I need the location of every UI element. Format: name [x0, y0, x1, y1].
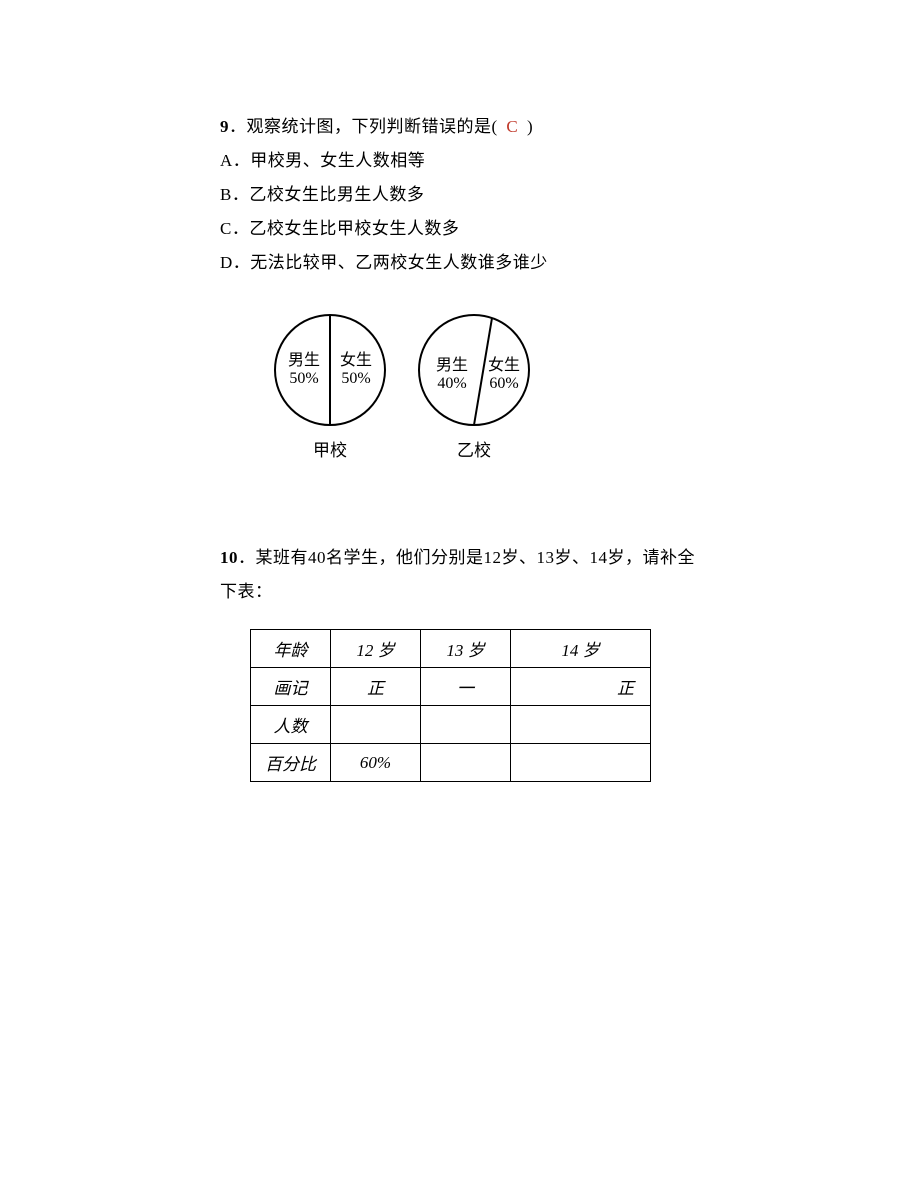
page-content: 9．观察统计图，下列判断错误的是( C ) A．甲校男、女生人数相等 B．乙校女… — [0, 0, 700, 782]
q9-stem-before: ．观察统计图，下列判断错误的是( — [229, 117, 498, 136]
col-12: 12 岁 — [331, 630, 421, 668]
q10-number: 10 — [220, 548, 238, 567]
q9-number: 9 — [220, 117, 229, 136]
q9-option-a: A．甲校男、女生人数相等 — [220, 144, 700, 178]
q10-stem-line: 10．某班有40名学生，他们分别是12岁、13岁、14岁，请补全下表： — [220, 541, 700, 609]
q9-answer: C — [502, 117, 522, 136]
question-9: 9．观察统计图，下列判断错误的是( C ) A．甲校男、女生人数相等 B．乙校女… — [220, 110, 700, 461]
col-13: 13 岁 — [421, 630, 511, 668]
rowhead-count: 人数 — [251, 706, 331, 744]
pie-chart-jia: 男生 50% 女生 50% 甲校 — [270, 310, 390, 461]
table-row-header: 年龄 12 岁 13 岁 14 岁 — [251, 630, 651, 668]
pie-yi-left-label-bot: 40% — [437, 375, 466, 392]
q9-stem-after: ) — [527, 117, 533, 136]
percent-13 — [421, 744, 511, 782]
pie-jia-right-label-bot: 50% — [341, 370, 370, 387]
pie-jia-left-label-bot: 50% — [289, 370, 318, 387]
q9-option-d: D．无法比较甲、乙两校女生人数谁多谁少 — [220, 246, 700, 280]
col-14: 14 岁 — [511, 630, 651, 668]
count-13 — [421, 706, 511, 744]
tally-12: 正 — [331, 668, 421, 706]
q9-option-c: C．乙校女生比甲校女生人数多 — [220, 212, 700, 246]
table-row-percent: 百分比 60% — [251, 744, 651, 782]
pie-yi-left-label-top: 男生 — [436, 356, 468, 374]
pie-chart-yi: 男生 40% 女生 60% 乙校 — [414, 310, 534, 461]
rowhead-tally: 画记 — [251, 668, 331, 706]
table-row-tally: 画记 正 一 正 — [251, 668, 651, 706]
pie-charts-row: 男生 50% 女生 50% 甲校 男生 40% 女生 60% 乙 — [270, 310, 700, 461]
question-10: 10．某班有40名学生，他们分别是12岁、13岁、14岁，请补全下表： 年龄 1… — [220, 541, 700, 782]
count-12 — [331, 706, 421, 744]
table-row-count: 人数 — [251, 706, 651, 744]
q9-option-b: B．乙校女生比男生人数多 — [220, 178, 700, 212]
rowhead-age: 年龄 — [251, 630, 331, 668]
percent-12: 60% — [331, 744, 421, 782]
pie-yi-svg: 男生 40% 女生 60% — [414, 310, 534, 430]
pie-yi-right-label-top: 女生 — [488, 355, 520, 374]
tally-14: 正 — [511, 668, 651, 706]
q10-stem: ．某班有40名学生，他们分别是12岁、13岁、14岁，请补全下表： — [220, 548, 695, 601]
rowhead-percent: 百分比 — [251, 744, 331, 782]
percent-14 — [511, 744, 651, 782]
tally-13: 一 — [421, 668, 511, 706]
age-table: 年龄 12 岁 13 岁 14 岁 画记 正 一 正 人数 百分比 60% — [250, 629, 651, 782]
pie-jia-caption: 甲校 — [313, 436, 347, 461]
count-14 — [511, 706, 651, 744]
pie-jia-right-label-top: 女生 — [340, 350, 372, 369]
pie-yi-caption: 乙校 — [457, 436, 491, 461]
q9-stem: 9．观察统计图，下列判断错误的是( C ) — [220, 110, 700, 144]
pie-yi-right-label-bot: 60% — [489, 375, 518, 392]
pie-jia-left-label-top: 男生 — [288, 351, 320, 369]
pie-jia-svg: 男生 50% 女生 50% — [270, 310, 390, 430]
